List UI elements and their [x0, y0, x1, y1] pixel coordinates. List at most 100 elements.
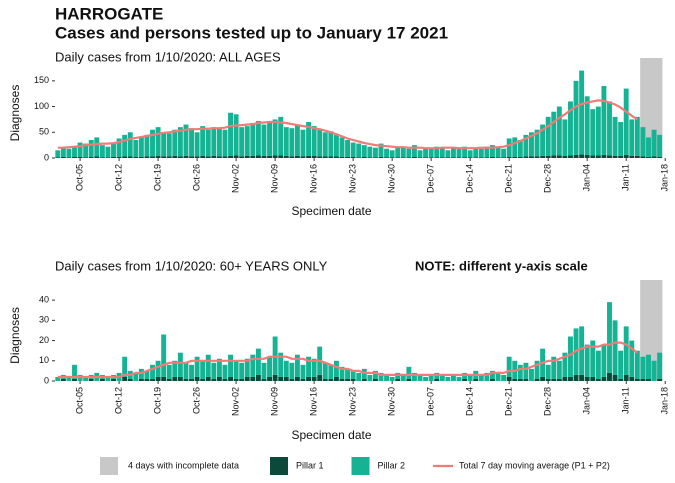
bar: [434, 157, 440, 158]
bar: [590, 376, 596, 381]
bar: [423, 376, 429, 381]
bar: [289, 378, 295, 381]
bar: [216, 156, 222, 158]
bar: [166, 133, 172, 157]
bar: [150, 156, 155, 158]
bar: [612, 155, 618, 158]
x-tick-label: Nov-30: [387, 164, 397, 193]
bar: [94, 156, 100, 158]
y-tick-label: 0: [44, 375, 49, 385]
x-tick-label: Dec-14: [465, 164, 475, 193]
bar: [177, 376, 183, 381]
bar: [395, 378, 401, 381]
bar: [333, 376, 339, 381]
bar: [233, 155, 239, 158]
bar: [216, 376, 222, 381]
x-tick-label: Nov-16: [309, 387, 319, 416]
bar: [350, 378, 356, 381]
bar: [306, 376, 312, 381]
x-tick-label: Nov-09: [269, 387, 279, 416]
bar: [122, 356, 128, 377]
bar: [356, 157, 362, 158]
x-tick-label: Dec-14: [465, 387, 475, 416]
bar: [529, 132, 534, 157]
bar: [111, 156, 116, 158]
bar: [144, 370, 150, 379]
bar: [306, 356, 312, 377]
bar: [116, 138, 122, 157]
bar: [607, 372, 612, 381]
bar: [579, 326, 585, 375]
x-tick-label: Jan-18: [660, 164, 670, 192]
bar: [233, 360, 239, 379]
bar: [322, 132, 328, 157]
bar: [205, 156, 211, 158]
bar: [523, 134, 529, 157]
bar: [428, 157, 434, 158]
bar: [612, 320, 618, 375]
bar: [200, 155, 206, 158]
bar: [222, 364, 228, 379]
bar: [228, 376, 233, 381]
bar: [478, 157, 484, 158]
bar: [512, 137, 518, 157]
bar: [194, 156, 200, 158]
bar: [367, 146, 373, 158]
bar: [556, 378, 562, 381]
x-tick-label: Nov-09: [269, 164, 279, 193]
bar: [523, 156, 529, 158]
x-tick-label: Nov-30: [387, 387, 397, 416]
x-tick-label: Dec-21: [504, 164, 514, 193]
bar: [328, 131, 334, 157]
bar: [333, 134, 339, 157]
x-tick-label: Oct-05: [74, 387, 84, 414]
bar: [289, 362, 295, 379]
bar: [551, 378, 557, 381]
bar: [434, 146, 440, 158]
bar: [595, 350, 601, 379]
page-title: HARROGATE: [55, 4, 163, 23]
bar: [239, 362, 245, 379]
bar: [450, 374, 456, 381]
bar: [534, 378, 540, 381]
bar: [595, 106, 601, 156]
bar: [450, 147, 456, 158]
bar: [512, 378, 518, 381]
legend-label: Pillar 2: [378, 460, 406, 470]
bar: [389, 150, 395, 158]
x-tick-label: Nov-23: [348, 387, 358, 416]
bar: [144, 378, 150, 381]
bar: [467, 374, 473, 381]
bar: [294, 354, 300, 377]
x-tick-label: Dec-28: [543, 164, 553, 193]
bar: [568, 155, 573, 158]
bar: [534, 360, 540, 379]
bar: [634, 116, 640, 156]
bar: [55, 157, 61, 158]
bar: [122, 156, 128, 158]
bar: [283, 360, 289, 377]
bar: [417, 374, 423, 381]
bar: [194, 356, 200, 377]
bar: [517, 156, 523, 158]
bar: [551, 111, 557, 156]
bar: [657, 156, 663, 158]
bar: [200, 378, 206, 381]
bar: [255, 120, 261, 156]
x-tick-label: Jan-04: [582, 164, 592, 192]
bar: [562, 352, 568, 377]
bar: [372, 147, 378, 158]
bar: [311, 155, 317, 158]
bar: [300, 129, 306, 157]
bar: [601, 376, 607, 381]
bar: [467, 150, 473, 158]
bar: [311, 376, 317, 381]
bar: [322, 378, 328, 381]
bar: [428, 148, 434, 158]
bar: [517, 364, 523, 379]
bar: [562, 155, 568, 158]
bar: [200, 360, 206, 379]
bar: [155, 376, 161, 381]
bar: [339, 156, 345, 158]
bar: [529, 156, 534, 158]
